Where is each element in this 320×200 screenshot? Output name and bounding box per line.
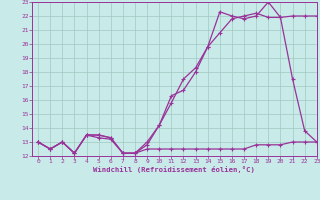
X-axis label: Windchill (Refroidissement éolien,°C): Windchill (Refroidissement éolien,°C) (93, 166, 255, 173)
